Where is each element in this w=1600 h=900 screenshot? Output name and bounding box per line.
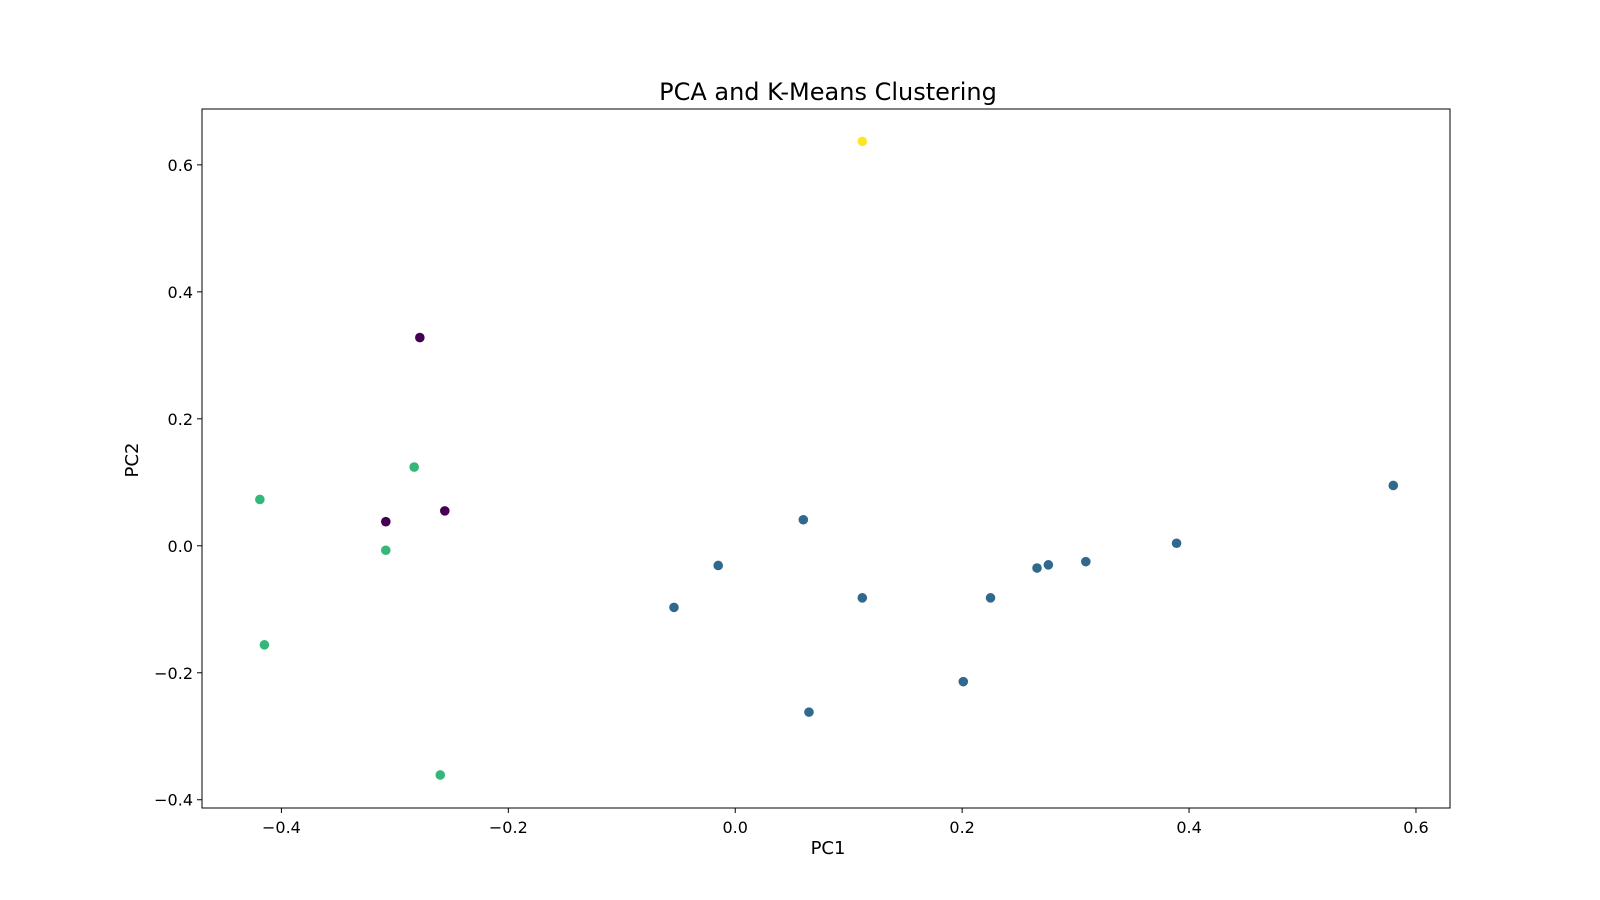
- y-tick-label: 0.4: [168, 283, 193, 302]
- data-point-cluster-1: [1388, 480, 1399, 491]
- data-point-cluster-1: [985, 593, 996, 603]
- y-axis-label: PC2: [122, 443, 143, 478]
- y-tick-label: −0.4: [154, 791, 193, 810]
- data-point-cluster-1: [669, 602, 679, 613]
- chart-title: PCA and K-Means Clustering: [659, 78, 997, 106]
- y-axis-ticks: −0.4 −0.2 0.0 0.2 0.4 0.6: [154, 156, 202, 810]
- data-point-cluster-1: [1081, 556, 1091, 567]
- data-point-cluster-0: [380, 516, 391, 527]
- y-tick-label: 0.0: [168, 537, 193, 556]
- x-tick-label: 0.2: [949, 818, 974, 837]
- x-tick-label: 0.4: [1176, 818, 1201, 837]
- x-axis-ticks: −0.4 −0.2 0.0 0.2 0.4 0.6: [262, 808, 1429, 837]
- x-tick-label: −0.4: [262, 818, 301, 837]
- y-tick-label: −0.2: [154, 664, 193, 683]
- x-tick-label: 0.6: [1403, 818, 1428, 837]
- data-point-cluster-0: [415, 332, 425, 343]
- data-point-cluster-1: [713, 560, 724, 571]
- plot-frame: [201, 108, 1451, 809]
- data-point-cluster-1: [1043, 560, 1054, 570]
- data-point-cluster-0: [439, 506, 450, 516]
- data-point-cluster-2: [409, 462, 419, 472]
- data-point-cluster-2: [259, 640, 270, 650]
- x-axis-label: PC1: [811, 838, 846, 859]
- data-point-cluster-2: [255, 494, 265, 505]
- data-point-cluster-3: [857, 136, 868, 147]
- data-point-cluster-1: [857, 593, 868, 603]
- data-point-cluster-1: [804, 707, 814, 717]
- data-point-cluster-1: [798, 514, 809, 525]
- y-tick-label: 0.6: [168, 156, 193, 175]
- data-point-cluster-2: [435, 770, 446, 780]
- data-point-cluster-1: [1032, 563, 1042, 573]
- data-point-cluster-1: [958, 676, 969, 687]
- y-tick-label: 0.2: [168, 410, 193, 429]
- data-point-cluster-2: [380, 545, 391, 556]
- data-point-cluster-1: [1171, 538, 1182, 549]
- x-tick-label: −0.2: [489, 818, 528, 837]
- data-points: [255, 136, 1399, 780]
- x-tick-label: 0.0: [723, 818, 748, 837]
